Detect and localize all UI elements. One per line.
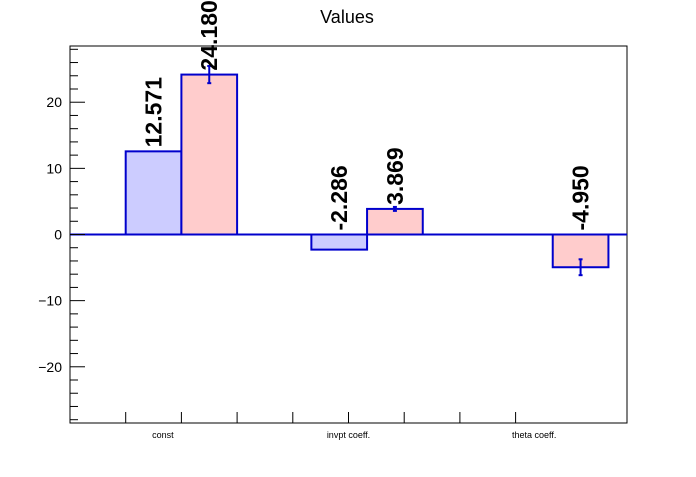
bar bbox=[366, 207, 424, 236]
bar bbox=[124, 150, 183, 236]
data-label: 3.869 bbox=[382, 147, 408, 205]
data-label: 24.180 bbox=[196, 0, 222, 70]
axes-layer: −20 −10 0 10 20 const invpt coeff. theta coeff. bbox=[38, 48, 627, 440]
y-tick-label: −20 bbox=[38, 359, 62, 375]
x-category-label: theta coeff. bbox=[512, 430, 556, 440]
x-category-label: const bbox=[152, 430, 174, 440]
labels-layer: 12.571 -2.286 24.180 3.869 -4.950 bbox=[141, 0, 594, 230]
data-label: -4.950 bbox=[568, 165, 594, 230]
bar bbox=[180, 73, 239, 236]
y-tick-label: 20 bbox=[46, 94, 62, 110]
y-tick-label: −10 bbox=[38, 293, 62, 309]
chart-title: Values bbox=[320, 7, 374, 27]
bar bbox=[310, 233, 369, 251]
x-category-label: invpt coeff. bbox=[327, 430, 370, 440]
data-label: 12.571 bbox=[141, 77, 167, 148]
y-tick-label: 0 bbox=[54, 227, 62, 243]
data-label: -2.286 bbox=[326, 165, 352, 230]
bars-layer bbox=[124, 64, 610, 277]
y-tick-label: 10 bbox=[46, 160, 62, 176]
